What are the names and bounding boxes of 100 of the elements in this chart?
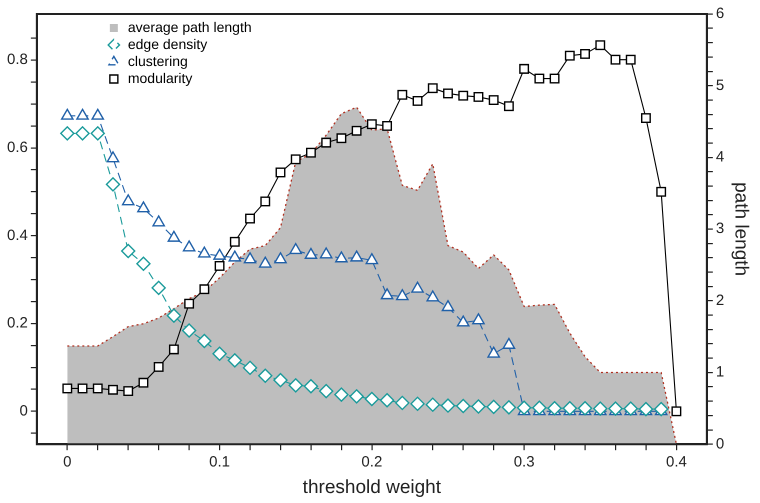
y2-tick-label: 4 [716, 148, 724, 166]
y-tick-label: 0.2 [6, 314, 28, 332]
point [471, 399, 486, 414]
point [199, 284, 210, 294]
point [671, 406, 682, 416]
point [289, 242, 302, 254]
point [440, 398, 456, 413]
point [304, 379, 318, 394]
point [106, 177, 120, 192]
y-tick-label: 0.8 [6, 51, 28, 68]
y2-axis-title: path length [730, 182, 752, 276]
point [320, 247, 332, 259]
point [288, 378, 303, 393]
point [122, 194, 135, 206]
point [486, 400, 501, 414]
point [366, 253, 378, 264]
point [213, 248, 226, 260]
point [349, 389, 364, 404]
y-tick-label: 0.4 [6, 226, 28, 244]
point [273, 372, 288, 388]
point [306, 148, 316, 158]
point [380, 393, 394, 408]
point [428, 83, 438, 94]
point [626, 54, 636, 65]
point [488, 95, 499, 105]
point [168, 344, 179, 354]
point [397, 90, 408, 100]
point [550, 74, 560, 84]
point [260, 196, 270, 206]
x-tick-label: 0.3 [514, 453, 535, 470]
point [534, 74, 544, 84]
point [426, 290, 440, 302]
y2-tick-label: 3 [716, 220, 724, 238]
point [182, 240, 196, 252]
point [474, 92, 484, 102]
point [456, 398, 470, 414]
point [290, 154, 301, 164]
point [123, 386, 134, 396]
point [443, 88, 453, 98]
point [76, 108, 89, 120]
point [366, 119, 377, 130]
point [182, 323, 196, 338]
point [230, 236, 240, 247]
point [228, 353, 242, 368]
point [442, 300, 454, 312]
point [168, 230, 180, 242]
point [121, 244, 136, 258]
point [258, 256, 272, 268]
point [502, 400, 516, 415]
point [364, 392, 380, 406]
point [656, 186, 666, 197]
point [334, 387, 349, 402]
x-axis-title: threshold weight [302, 476, 442, 498]
y2-tick-label: 6 [716, 5, 724, 22]
point [184, 298, 194, 309]
point [426, 397, 440, 412]
point [75, 126, 90, 141]
point [274, 252, 287, 264]
point [456, 315, 470, 327]
point [396, 289, 409, 300]
x-tick-label: 0.4 [666, 453, 687, 470]
point [304, 248, 318, 259]
point [166, 308, 182, 323]
point [154, 362, 164, 372]
point [516, 400, 532, 415]
point [519, 64, 530, 74]
point [214, 261, 225, 271]
point [245, 214, 255, 224]
point [318, 384, 334, 398]
legend-label: edge density [128, 36, 208, 52]
point [580, 49, 590, 59]
point [138, 378, 148, 388]
x-tick-label: 0 [63, 453, 72, 470]
y2-tick-label: 0 [716, 435, 724, 452]
point [458, 90, 468, 101]
y2-tick-label: 5 [716, 76, 724, 94]
legend-label: clustering [128, 52, 188, 69]
point [152, 215, 165, 226]
point [92, 384, 103, 394]
point [321, 138, 332, 148]
point [336, 133, 346, 144]
legend-label: average path length [128, 18, 252, 35]
legend-label: modularity [128, 70, 192, 86]
point [108, 384, 118, 395]
point [258, 368, 272, 383]
point [382, 120, 392, 131]
point [60, 108, 74, 120]
point [412, 96, 422, 106]
point [212, 346, 227, 361]
point [410, 396, 425, 412]
point [502, 338, 516, 349]
point [242, 360, 258, 376]
x-tick-label: 0.2 [361, 453, 382, 470]
point [532, 400, 547, 415]
point [91, 108, 104, 120]
point [380, 288, 394, 300]
point [136, 256, 151, 271]
point [641, 113, 651, 123]
y2-tick-label: 2 [716, 292, 724, 309]
point [595, 40, 606, 50]
